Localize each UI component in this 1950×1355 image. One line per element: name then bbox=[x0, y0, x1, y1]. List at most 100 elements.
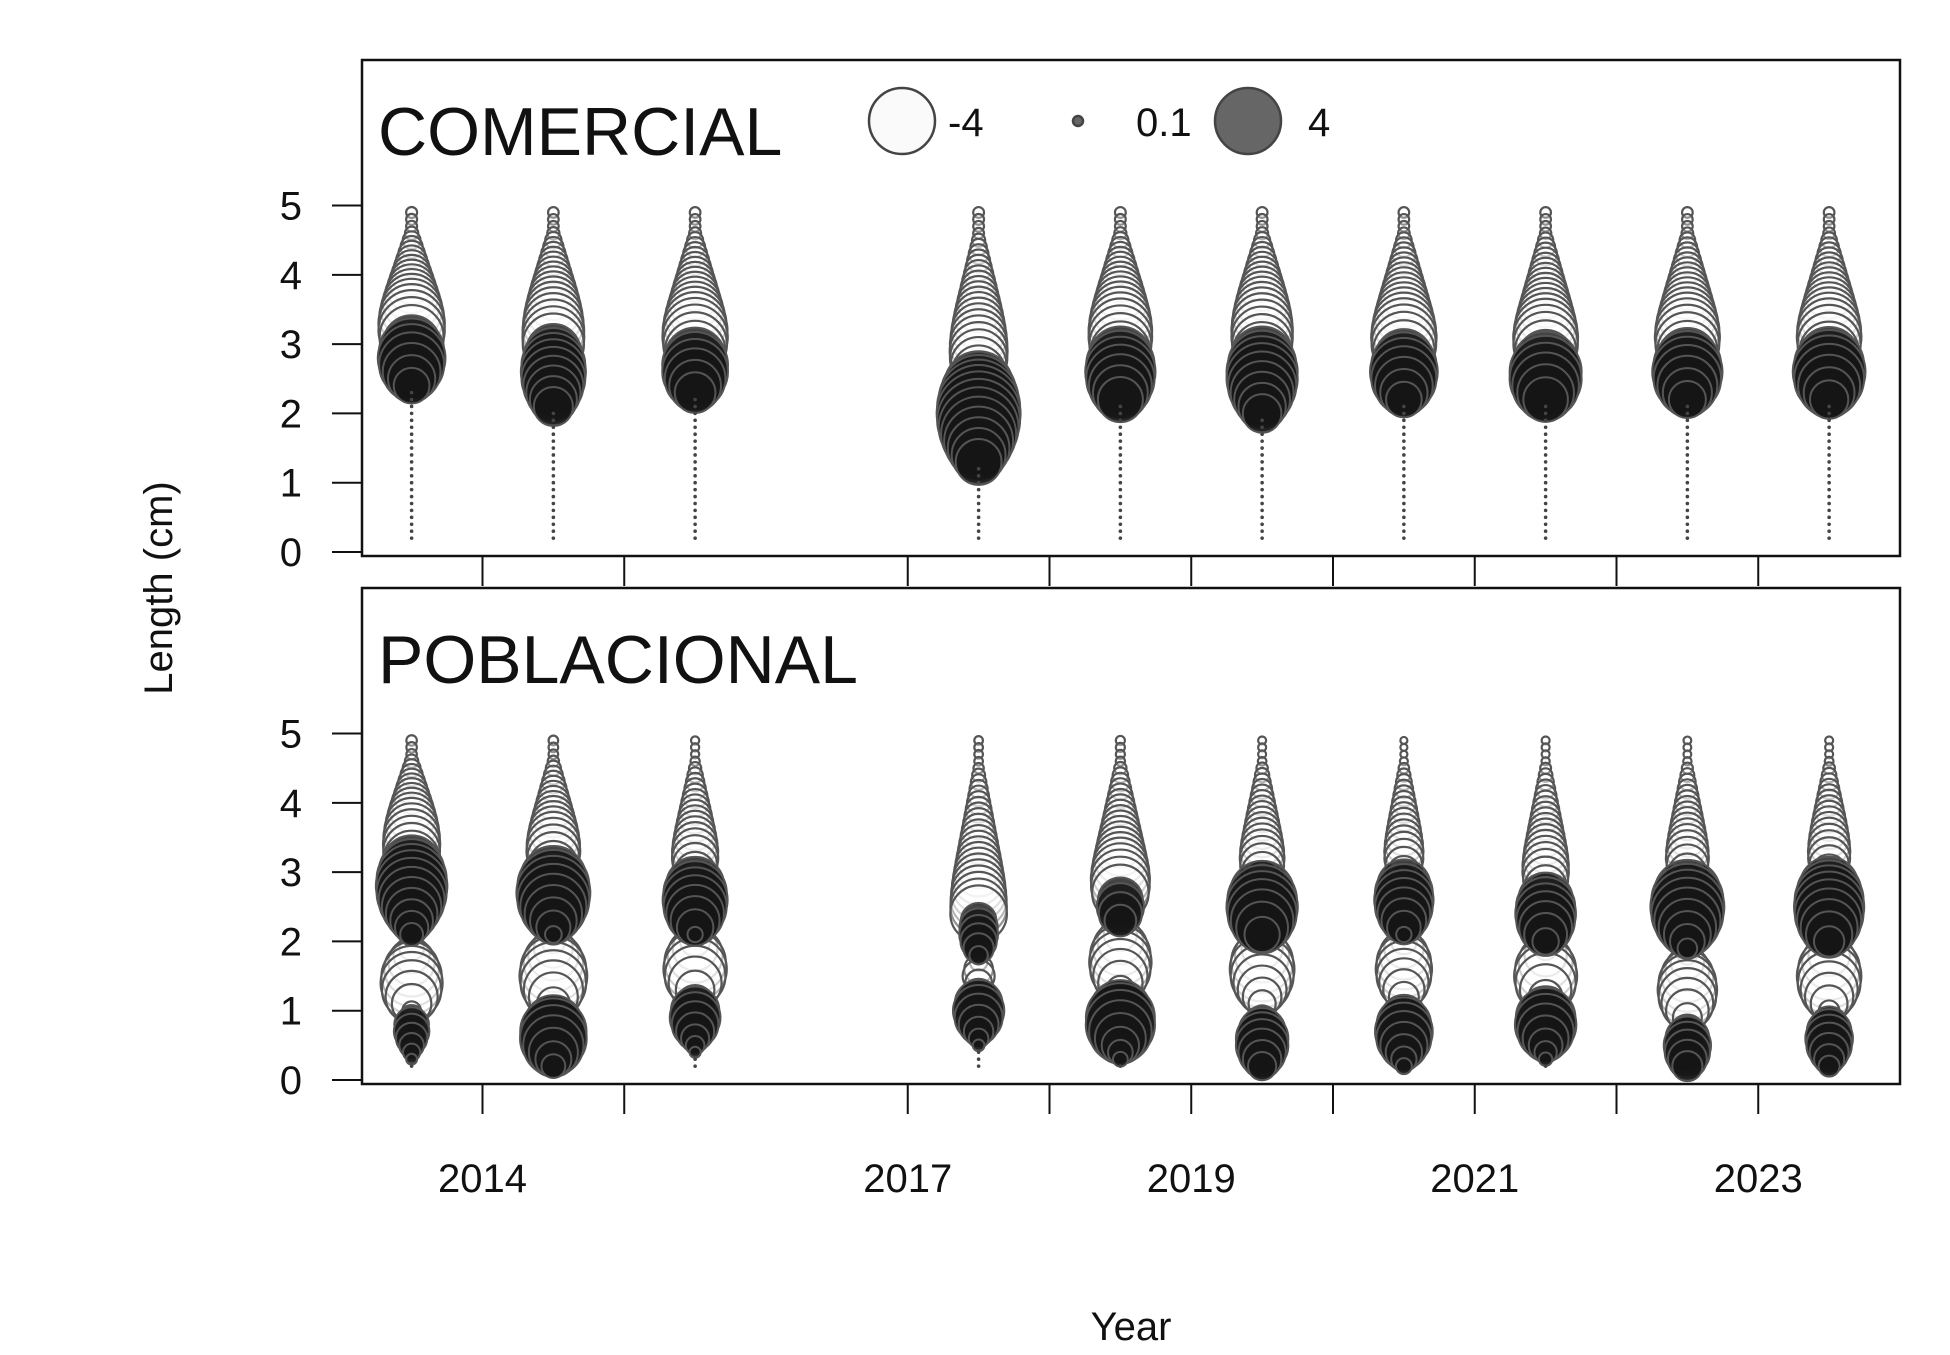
bubble-tiny bbox=[1543, 515, 1548, 520]
bubble-tiny bbox=[1827, 446, 1831, 450]
bubble-tiny bbox=[1260, 515, 1264, 520]
y-tick-label: 2 bbox=[280, 920, 302, 964]
bubble-negative bbox=[1679, 767, 1696, 784]
bubble-tiny bbox=[1118, 494, 1123, 499]
bubble-tiny bbox=[693, 460, 697, 464]
bubble-tiny bbox=[1685, 460, 1690, 464]
bubble-tiny bbox=[1543, 473, 1548, 478]
panel-comercial-y-axis: 0 1 2 3 4 5 bbox=[280, 185, 363, 575]
bubble-tiny bbox=[1827, 536, 1831, 540]
bubble-tiny bbox=[409, 536, 414, 540]
bubble-tiny bbox=[1685, 411, 1690, 416]
bubble-tiny bbox=[1260, 439, 1264, 443]
bubble-positive bbox=[544, 925, 563, 944]
bubble-tiny bbox=[1543, 446, 1548, 450]
y-tick-label: 0 bbox=[280, 1059, 302, 1103]
bubble-tiny bbox=[1118, 425, 1123, 430]
panel-comercial-title: COMERCIAL bbox=[378, 94, 782, 170]
bubble-tiny bbox=[1685, 536, 1690, 540]
bubble-tiny bbox=[551, 425, 556, 430]
bubble-tiny bbox=[1685, 453, 1690, 457]
bubble-tiny bbox=[551, 480, 556, 485]
bubble-tiny bbox=[1402, 425, 1406, 430]
panel-comercial-points bbox=[376, 205, 1867, 540]
legend-label: 4 bbox=[1308, 101, 1330, 145]
bubble-tiny bbox=[1402, 501, 1406, 506]
x-axis-title: Year bbox=[1091, 1305, 1172, 1349]
bubble-tiny bbox=[976, 536, 981, 540]
y-tick-label: 1 bbox=[280, 990, 302, 1034]
bubble-tiny bbox=[976, 494, 981, 499]
bubble-tiny bbox=[551, 473, 556, 478]
panel-comercial: COMERCIAL 0 1 2 3 4 5 bbox=[280, 58, 1902, 586]
bubble-tiny bbox=[1543, 536, 1548, 540]
bubble-tiny bbox=[1118, 453, 1123, 457]
bubble-negative bbox=[1113, 226, 1128, 241]
bubble-negative bbox=[1254, 226, 1270, 241]
bubble-tiny bbox=[1685, 404, 1690, 409]
bubble-tiny bbox=[551, 418, 556, 423]
bubble-tiny bbox=[1260, 453, 1264, 457]
bubble-tiny bbox=[1827, 473, 1831, 478]
bubble-tiny bbox=[1543, 508, 1548, 513]
bubble-tiny bbox=[1260, 494, 1264, 499]
bubble-tiny bbox=[1685, 446, 1690, 450]
bubble-tiny bbox=[976, 529, 981, 534]
bubble-tiny bbox=[409, 515, 414, 520]
bubble-tiny bbox=[693, 404, 697, 409]
bubble-tiny bbox=[551, 515, 556, 520]
bubble-positive bbox=[954, 437, 1003, 486]
y-tick-label: 4 bbox=[280, 254, 302, 298]
x-tick-label: 2023 bbox=[1714, 1157, 1803, 1201]
bubble-tiny bbox=[1118, 446, 1123, 450]
bubble-tiny bbox=[1543, 467, 1548, 471]
x-tick-labels: 2014 2017 2019 2021 2023 bbox=[438, 1157, 1803, 1201]
bubble-tiny bbox=[409, 501, 414, 506]
bubble-tiny bbox=[1118, 418, 1123, 423]
bubble-tiny bbox=[409, 453, 414, 457]
bubble-tiny bbox=[409, 425, 414, 430]
legend-bubble bbox=[1213, 86, 1283, 156]
bubble-tiny bbox=[1543, 432, 1548, 436]
bubble-tiny bbox=[1827, 418, 1831, 423]
bubble-tiny bbox=[1543, 480, 1548, 485]
panel-comercial-x-axis bbox=[481, 556, 1760, 586]
bubble-tiny bbox=[1543, 1064, 1548, 1068]
x-tick-label: 2014 bbox=[438, 1157, 527, 1201]
bubble-tiny bbox=[1118, 460, 1123, 464]
bubble-tiny bbox=[1685, 425, 1690, 430]
bubble-positive bbox=[1385, 380, 1423, 419]
bubble-tiny bbox=[1118, 529, 1123, 534]
bubble-tiny bbox=[1118, 473, 1123, 478]
bubble-tiny bbox=[693, 453, 697, 457]
bubble-tiny bbox=[693, 480, 697, 485]
bubble-tiny bbox=[1827, 439, 1831, 443]
bubble-tiny bbox=[976, 1057, 981, 1062]
bubble-positive bbox=[1812, 925, 1846, 958]
bubble-tiny bbox=[976, 487, 981, 492]
bubble-tiny bbox=[1260, 446, 1264, 450]
bubble-tiny bbox=[1827, 501, 1831, 506]
bubble-negative bbox=[689, 742, 701, 753]
bubble-tiny bbox=[1685, 508, 1690, 513]
x-tick-label: 2019 bbox=[1147, 1157, 1236, 1201]
bubble-tiny bbox=[1260, 473, 1264, 478]
bubble-tiny bbox=[693, 487, 697, 492]
bubble-tiny bbox=[551, 536, 556, 540]
y-tick-label: 5 bbox=[280, 713, 302, 757]
bubble-tiny bbox=[551, 453, 556, 457]
bubble-tiny bbox=[1260, 480, 1264, 485]
bubble-tiny bbox=[409, 432, 414, 436]
bubble-positive bbox=[392, 366, 431, 405]
bubble-tiny bbox=[551, 439, 556, 443]
bubble-tiny bbox=[1402, 487, 1406, 492]
y-tick-label: 0 bbox=[280, 531, 302, 575]
bubble-tiny bbox=[1543, 529, 1548, 534]
bubble-negative bbox=[970, 232, 987, 248]
legend-bubble bbox=[867, 86, 937, 156]
bubble-tiny bbox=[1685, 515, 1690, 520]
panel-poblacional: POBLACIONAL 0 1 2 3 4 5 bbox=[280, 586, 1902, 1114]
bubble-positive bbox=[1243, 915, 1281, 954]
bubble-tiny bbox=[1402, 529, 1406, 534]
